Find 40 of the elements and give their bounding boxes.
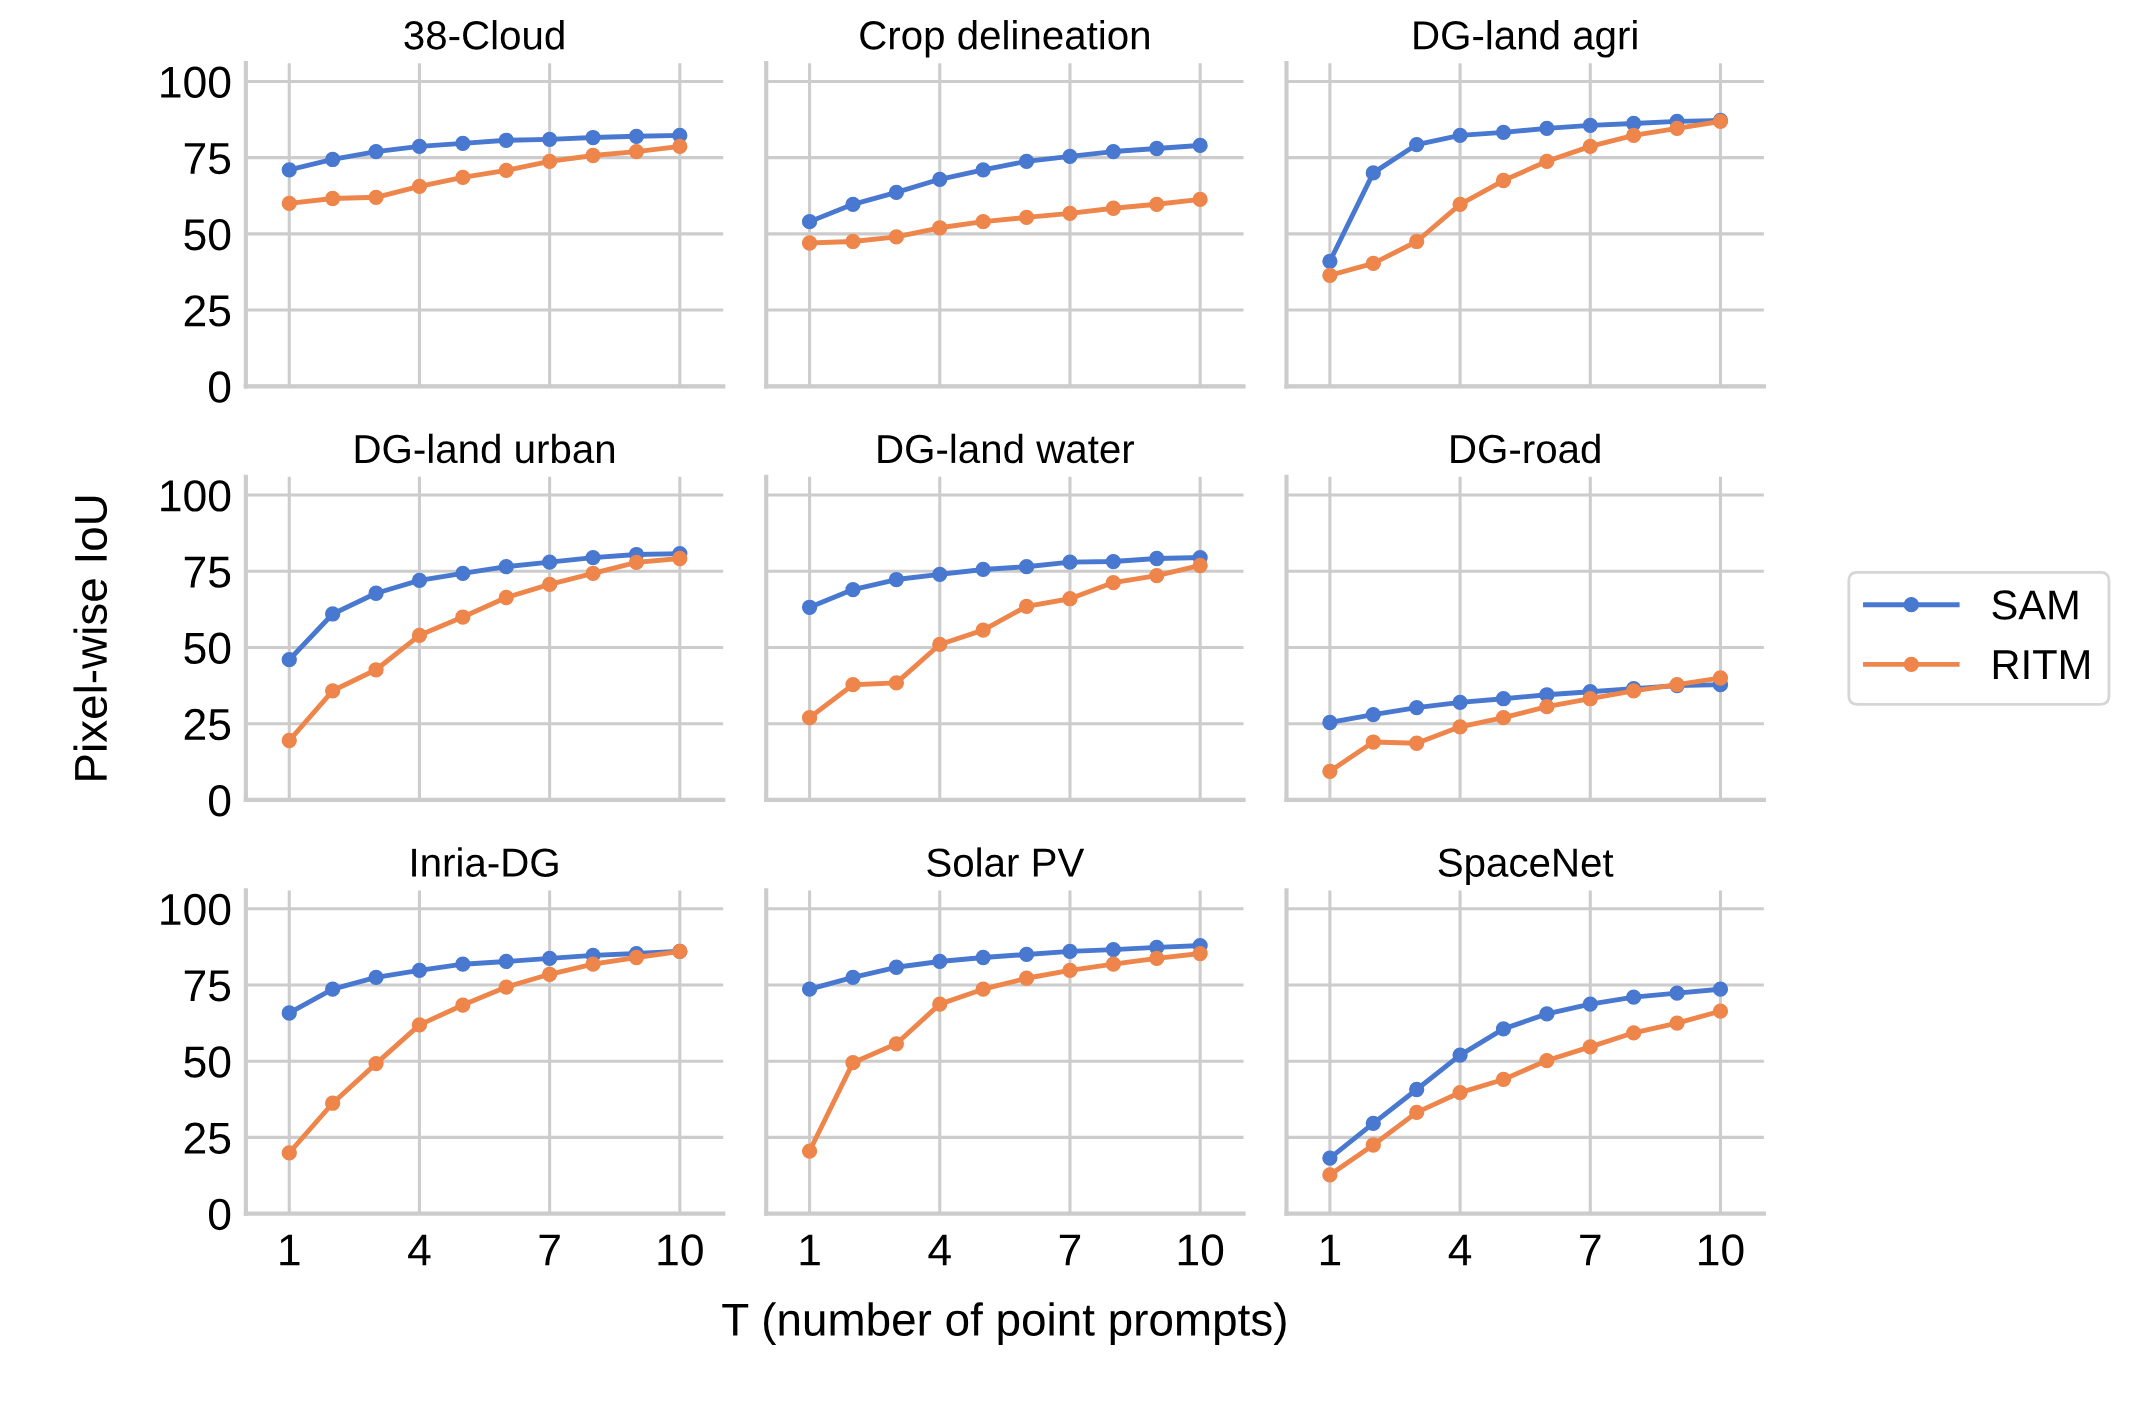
chart-title: Inria-DG bbox=[412, 847, 558, 877]
x-tick-label: 4 bbox=[408, 1234, 431, 1266]
chart-title: DG-land urban bbox=[355, 433, 615, 464]
x-tick-label: 7 bbox=[1580, 1234, 1601, 1266]
x-tick-label: 7 bbox=[1059, 1234, 1081, 1266]
x-tick-label: 4 bbox=[1448, 1234, 1472, 1266]
y-tick-label: 0 bbox=[209, 371, 231, 403]
y-tick-label: 25 bbox=[184, 1122, 231, 1154]
y-tick-label: 75 bbox=[184, 556, 231, 588]
x-tick-label: 1 bbox=[280, 1234, 300, 1266]
y-tick-label: 100 bbox=[161, 66, 231, 98]
chart-title: DG-land agri bbox=[1414, 20, 1637, 58]
y-tick-label: 100 bbox=[161, 893, 231, 926]
x-tick-label: 1 bbox=[800, 1234, 820, 1266]
chart-title: Crop delineation bbox=[860, 20, 1149, 58]
y-tick-label: 25 bbox=[184, 708, 231, 741]
x-axis-title: T (number of point prompts) bbox=[722, 1302, 1286, 1345]
x-tick-label: 7 bbox=[539, 1234, 560, 1266]
y-tick-label: 0 bbox=[209, 785, 231, 817]
legend-label: SAM bbox=[1992, 590, 2078, 620]
x-tick-label: 1 bbox=[1320, 1234, 1341, 1266]
y-tick-label: 0 bbox=[209, 1198, 231, 1231]
chart-title: SpaceNet bbox=[1438, 848, 1614, 885]
y-tick-label: 25 bbox=[184, 295, 231, 327]
legend-label: RITM bbox=[1993, 650, 2089, 679]
y-tick-label: 50 bbox=[184, 218, 231, 251]
y-tick-label: 50 bbox=[184, 632, 231, 665]
chart-title: 38-Cloud bbox=[404, 20, 564, 50]
x-tick-label: 4 bbox=[928, 1234, 951, 1266]
y-tick-label: 50 bbox=[184, 1046, 231, 1078]
chart-title: DG-road bbox=[1451, 433, 1600, 464]
y-axis-title: Pixel-wise IoU bbox=[73, 496, 108, 780]
y-tick-label: 100 bbox=[161, 480, 231, 512]
chart-title: DG-land water bbox=[878, 433, 1135, 464]
x-tick-label: 10 bbox=[1178, 1234, 1224, 1266]
y-tick-label: 75 bbox=[184, 143, 231, 175]
y-tick-label: 75 bbox=[184, 970, 231, 1002]
x-tick-label: 10 bbox=[658, 1234, 703, 1266]
chart-title: Solar PV bbox=[927, 847, 1085, 877]
x-tick-label: 10 bbox=[1699, 1234, 1744, 1266]
